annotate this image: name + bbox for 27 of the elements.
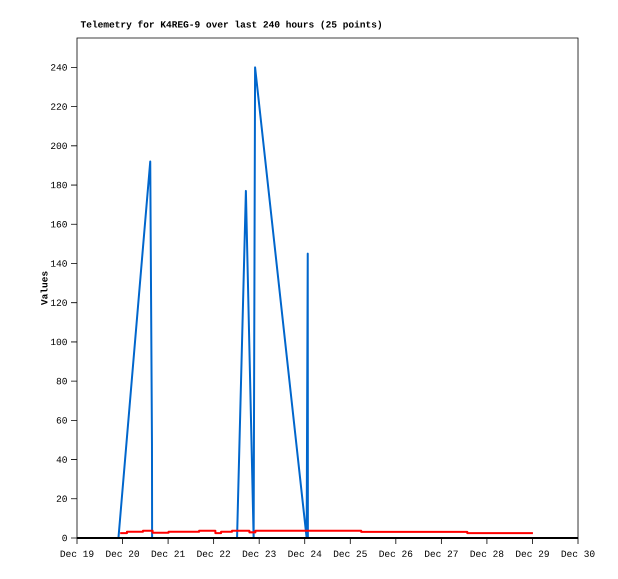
chart-title: Telemetry for K4REG-9 over last 240 hours (25 points) xyxy=(80,20,382,30)
y-tick-label: 140 xyxy=(51,260,67,267)
y-tick-label: 200 xyxy=(51,142,67,150)
x-tick-label: Dec 20 xyxy=(106,550,140,557)
x-tick-label: Dec 29 xyxy=(516,550,549,557)
y-tick-label: 100 xyxy=(51,338,67,346)
y-tick-label: 40 xyxy=(56,456,67,463)
x-tick-label: Dec 26 xyxy=(379,550,412,557)
y-tick-label: 60 xyxy=(56,417,67,424)
y-tick-label: 240 xyxy=(51,64,67,71)
x-tick-label: Dec 22 xyxy=(197,550,230,557)
x-tick-label: Dec 30 xyxy=(562,550,595,557)
x-tick-label: Dec 21 xyxy=(152,550,185,557)
y-tick-label: 80 xyxy=(56,378,67,384)
x-tick-label: Dec 27 xyxy=(425,550,458,557)
y-tick-label: 180 xyxy=(51,182,67,188)
y-tick-label: 120 xyxy=(51,299,67,306)
y-tick-label: 220 xyxy=(51,103,67,110)
x-tick-label: Dec 23 xyxy=(242,550,276,557)
x-tick-label: Dec 25 xyxy=(334,550,367,557)
y-tick-label: 160 xyxy=(51,221,67,228)
x-tick-label: Dec 24 xyxy=(288,550,322,557)
x-tick-label: Dec 28 xyxy=(470,550,504,557)
y-tick-label: 20 xyxy=(56,496,67,502)
x-tick-label: Dec 19 xyxy=(60,550,94,557)
y-axis-title: Values xyxy=(40,271,48,306)
y-tick-label: 0 xyxy=(62,534,67,542)
